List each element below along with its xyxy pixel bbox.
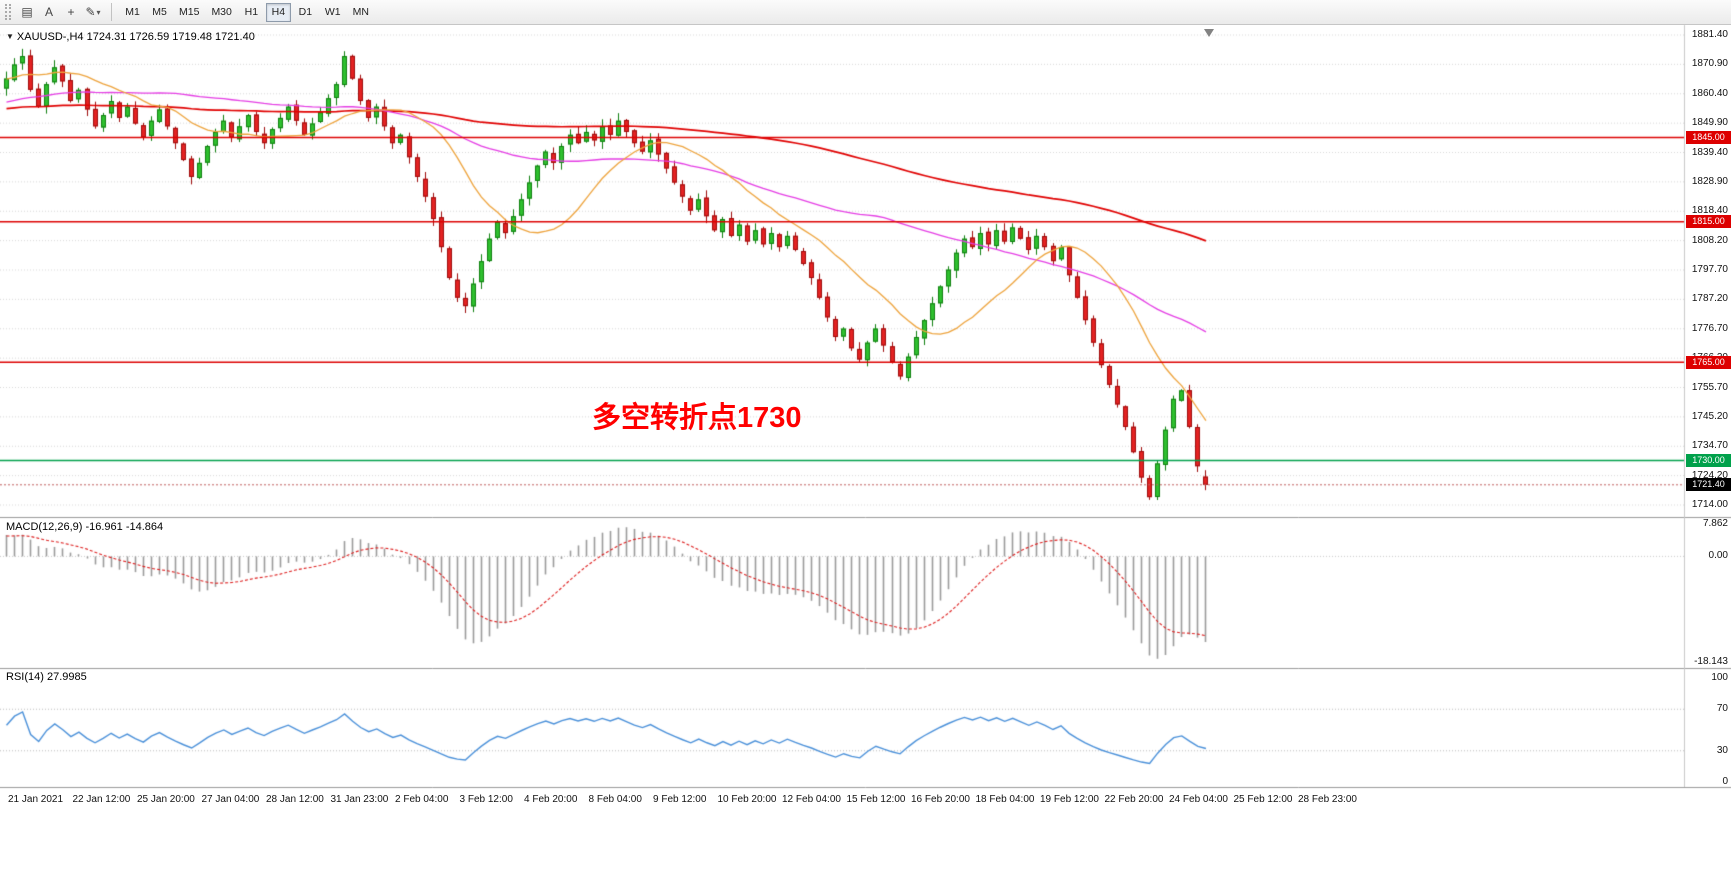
time-label: 28 Jan 12:00: [266, 794, 324, 805]
toolbar-grip[interactable]: [5, 4, 11, 20]
timeframe-button-w1[interactable]: W1: [324, 6, 341, 18]
time-label: 2 Feb 04:00: [395, 794, 449, 805]
timeframe-button-h1[interactable]: H1: [244, 6, 259, 18]
time-label: 22 Jan 12:00: [72, 794, 131, 805]
timeframe-buttons: M1 M5 M15 M30 H1 H4 D1 W1 MN: [119, 2, 375, 22]
rsi-scale-0: 0: [1722, 776, 1728, 787]
price-scale-label: 1776.70: [1691, 323, 1728, 334]
macd-header: MACD(12,26,9) -16.961 -14.864: [6, 521, 164, 533]
time-label: 25 Feb 12:00: [1233, 794, 1293, 805]
time-label: 12 Feb 04:00: [782, 794, 841, 805]
time-label: 15 Feb 12:00: [846, 794, 906, 805]
rsi-scale-30: 30: [1716, 745, 1728, 756]
timeframe-button-d1[interactable]: D1: [298, 6, 313, 18]
price-scale-label: 1870.90: [1691, 58, 1728, 69]
timeframe-button-h4[interactable]: H4: [265, 2, 291, 22]
toolbar-separator: [111, 3, 112, 21]
timeframe-button-m5[interactable]: M5: [152, 6, 167, 18]
collapse-arrow-icon[interactable]: ▼: [6, 32, 14, 41]
time-label: 21 Jan 2021: [8, 794, 64, 805]
dropdown-caret-icon: ▾: [96, 7, 101, 17]
price-scale-label: 1828.90: [1691, 176, 1728, 187]
price-scale-label: 1724.20: [1691, 470, 1728, 481]
time-label: 19 Feb 12:00: [1040, 794, 1099, 805]
chart-window-icon[interactable]: ▤: [21, 5, 33, 19]
hline-tag-1730.00: 1730.00: [1686, 454, 1731, 467]
rsi-header: RSI(14) 27.9985: [6, 671, 87, 683]
timeframe-button-m30[interactable]: M30: [211, 6, 232, 18]
rsi-scale-70: 70: [1716, 703, 1728, 714]
time-label: 27 Jan 04:00: [201, 794, 260, 805]
time-label: 25 Jan 20:00: [137, 794, 195, 805]
hline-tag-1765.00: 1765.00: [1686, 356, 1731, 369]
timeframe-button-m1[interactable]: M1: [125, 6, 140, 18]
annotation-text[interactable]: 多空转折点1730: [592, 402, 802, 434]
time-label: 10 Feb 20:00: [717, 794, 777, 805]
time-label: 16 Feb 20:00: [911, 794, 970, 805]
current-price-tag: 1721.40: [1686, 478, 1731, 491]
time-label: 31 Jan 23:00: [330, 794, 389, 805]
price-scale-label: 1839.40: [1691, 147, 1728, 158]
price-scale-label: 1714.00: [1691, 499, 1728, 510]
price-scale-label: 1881.40: [1691, 29, 1728, 40]
price-scale-label: 1849.90: [1691, 117, 1728, 128]
crosshair-tool-icon[interactable]: +: [67, 5, 75, 19]
macd-scale-max: 7.862: [1702, 518, 1728, 529]
toolbar: ▤ A + ✎ ▾ M1 M5 M15 M30 H1 H4 D1 W1 MN: [0, 0, 1731, 25]
time-label: 22 Feb 20:00: [1104, 794, 1164, 805]
tool-buttons: ▤ A + ✎ ▾: [16, 2, 104, 22]
time-label: 24 Feb 04:00: [1169, 794, 1228, 805]
hline-tag-1845.00: 1845.00: [1686, 131, 1731, 144]
timeframe-button-m15[interactable]: M15: [179, 6, 200, 18]
price-scale-label: 1808.20: [1691, 235, 1728, 246]
chart-header-text: XAUUSD-,H4 1724.31 1726.59 1719.48 1721.…: [16, 31, 255, 43]
rsi-scale-100: 100: [1711, 672, 1728, 683]
price-scale-label: 1755.70: [1691, 382, 1728, 393]
chart-header: ▼ XAUUSD-,H4 1724.31 1726.59 1719.48 1721…: [6, 31, 255, 43]
time-label: 9 Feb 12:00: [653, 794, 707, 805]
price-scale-label: 1860.40: [1691, 88, 1728, 99]
macd-scale-min: -18.143: [1694, 656, 1728, 667]
timeframe-button-mn[interactable]: MN: [352, 6, 369, 18]
hline-tag-1815.00: 1815.00: [1686, 215, 1731, 228]
time-label: 28 Feb 23:00: [1298, 794, 1357, 805]
price-scale-label: 1797.70: [1691, 264, 1728, 275]
price-scale-label: 1734.70: [1691, 440, 1728, 451]
cursor-tool-icon[interactable]: A: [44, 5, 53, 19]
macd-scale-zero: 0.00: [1708, 550, 1728, 561]
time-label: 3 Feb 12:00: [459, 794, 513, 805]
price-scale-label: 1787.20: [1691, 293, 1728, 304]
time-label: 8 Feb 04:00: [588, 794, 642, 805]
price-scale-label: 1818.40: [1691, 205, 1728, 216]
draw-tools-icon[interactable]: ✎ ▾: [85, 5, 101, 19]
time-label: 18 Feb 04:00: [975, 794, 1035, 805]
price-scale-label: 1745.20: [1691, 411, 1728, 422]
chart-shift-marker[interactable]: [1204, 29, 1214, 37]
time-label: 4 Feb 20:00: [524, 794, 578, 805]
